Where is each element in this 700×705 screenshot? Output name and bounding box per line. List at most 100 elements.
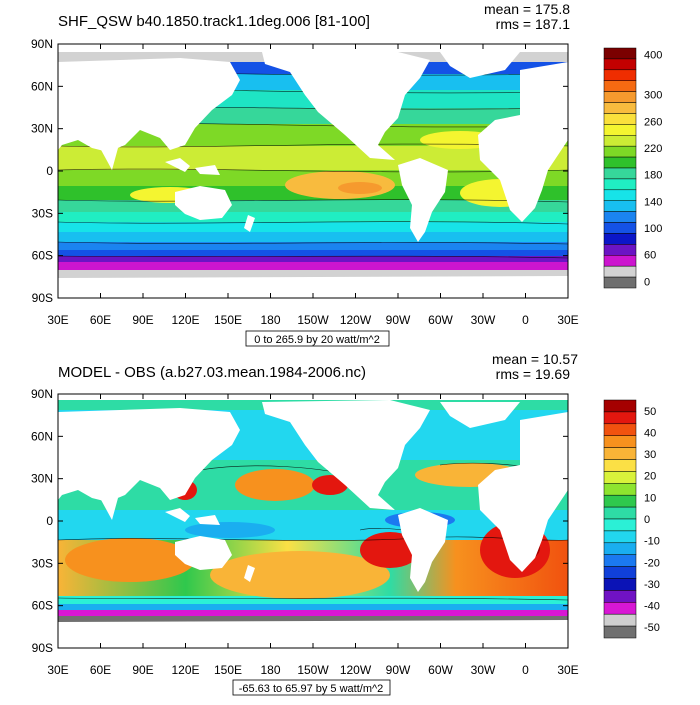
bottom-colorbar-label: 20 xyxy=(644,471,656,483)
top-colorbar-box xyxy=(603,135,637,147)
top-colorbar-box xyxy=(603,200,637,212)
bottom-contour-info: -65.63 to 65.97 by 5 watt/m^2 xyxy=(239,683,384,695)
bottom-x-tick-label: 30E xyxy=(557,663,578,677)
top-map-field xyxy=(58,44,568,298)
top-contour-info: 0 to 265.9 by 20 watt/m^2 xyxy=(254,334,380,346)
bottom-y-tick-label: 0 xyxy=(46,514,53,528)
top-panel: SHF_QSW b40.1850.track1.1deg.006 [81-100… xyxy=(31,1,662,347)
top-colorbar-box xyxy=(603,167,637,180)
bottom-y-tick-label: 30S xyxy=(32,556,53,570)
bottom-colorbar-label: 50 xyxy=(644,406,656,418)
bottom-colorbar-box xyxy=(603,494,637,508)
top-x-tick-label: 150E xyxy=(214,313,242,327)
top-colorbar-box xyxy=(603,222,637,234)
bottom-y-tick-label: 60S xyxy=(32,599,53,613)
top-axes: 30E 60E 90E 120E 150E 180 150W 120W 90W 60W 30W 0 30… xyxy=(31,37,579,327)
bottom-x-tick-label: 120E xyxy=(171,663,199,677)
bottom-axes: 30E 60E 90E 120E 150E 180 150W 120W 90W 60W 30W 0 30… xyxy=(31,387,579,677)
bottom-x-tick-label: 90W xyxy=(386,663,411,677)
bottom-x-tick-label: 60W xyxy=(428,663,453,677)
bottom-colorbar-box xyxy=(603,542,637,555)
top-x-tick-label: 30E xyxy=(47,313,68,327)
top-x-tick-label: 30W xyxy=(471,313,496,327)
top-colorbar-label: 300 xyxy=(644,90,662,102)
top-x-tick-label: 150W xyxy=(297,313,329,327)
bottom-x-tick-label: 150E xyxy=(214,663,242,677)
top-colorbar-box xyxy=(603,178,637,191)
top-title: SHF_QSW b40.1850.track1.1deg.006 [81-100… xyxy=(58,13,370,30)
top-colorbar-box xyxy=(603,47,637,60)
top-colorbar: 400 300 260 220 180 140 100 60 0 xyxy=(603,47,662,288)
bottom-y-tick-label: 60N xyxy=(31,429,53,443)
bottom-panel: MODEL - OBS (a.b27.03.mean.1984-2006.nc)… xyxy=(31,351,660,696)
top-colorbar-label: 220 xyxy=(644,143,662,155)
bottom-x-tick-label: 180 xyxy=(260,663,280,677)
top-y-tick-label: 30S xyxy=(32,206,53,220)
top-rms-label: rms = 187.1 xyxy=(496,16,571,32)
top-colorbar-box xyxy=(603,113,637,125)
top-x-tick-label: 0 xyxy=(522,313,529,327)
bottom-colorbar-box xyxy=(603,530,637,544)
top-colorbar-box xyxy=(603,255,637,267)
bottom-colorbar-label: -30 xyxy=(644,579,660,591)
bottom-colorbar-box xyxy=(603,613,637,627)
bottom-colorbar-box xyxy=(603,506,637,520)
top-y-tick-label: 60S xyxy=(32,249,53,263)
top-mean-label: mean = 175.8 xyxy=(484,1,570,17)
bottom-colorbar-box xyxy=(603,411,637,425)
bottom-title: MODEL - OBS (a.b27.03.mean.1984-2006.nc) xyxy=(58,364,366,381)
top-y-tick-label: 90N xyxy=(31,37,53,51)
top-colorbar-box xyxy=(603,80,637,92)
top-colorbar-box xyxy=(603,156,637,169)
top-x-tick-label: 30E xyxy=(557,313,578,327)
top-colorbar-box xyxy=(603,69,637,81)
top-colorbar-box xyxy=(603,189,637,201)
bottom-y-tick-label: 90N xyxy=(31,387,53,401)
bottom-colorbar-box xyxy=(603,399,637,413)
top-colorbar-label: 180 xyxy=(644,170,662,182)
bottom-colorbar-box xyxy=(603,447,637,460)
top-x-tick-label: 90E xyxy=(132,313,153,327)
top-x-tick-label: 120E xyxy=(171,313,199,327)
bottom-colorbar-box xyxy=(603,590,637,603)
bottom-info-box xyxy=(232,679,391,696)
bottom-colorbar-label: -50 xyxy=(644,622,660,634)
bottom-y-tick-label: 30N xyxy=(31,472,53,486)
bottom-colorbar-label: -20 xyxy=(644,557,660,569)
top-y-tick-label: 0 xyxy=(46,164,53,178)
top-colorbar-label: 60 xyxy=(644,250,656,262)
top-colorbar-box xyxy=(603,265,637,278)
top-colorbar-box xyxy=(603,91,637,103)
top-colorbar-label: 400 xyxy=(644,50,662,62)
bottom-rms-label: rms = 19.69 xyxy=(496,366,571,382)
bottom-colorbar-label: 40 xyxy=(644,427,656,439)
bottom-colorbar: 50 40 30 20 10 0 -10 -20 -30 -40 -50 xyxy=(603,399,660,639)
top-colorbar-box xyxy=(603,124,637,136)
bottom-colorbar-label: 0 xyxy=(644,514,650,526)
bottom-colorbar-box xyxy=(603,554,637,567)
bottom-colorbar-label: -40 xyxy=(644,601,660,613)
bottom-colorbar-box xyxy=(603,459,637,472)
top-y-tick-label: 60N xyxy=(31,79,53,93)
bottom-colorbar-box xyxy=(603,423,637,436)
bottom-colorbar-box xyxy=(603,566,637,579)
bottom-colorbar-label: 30 xyxy=(644,449,656,461)
bottom-x-tick-label: 30W xyxy=(471,663,496,677)
bottom-colorbar-box xyxy=(603,578,637,591)
top-x-tick-label: 180 xyxy=(260,313,280,327)
bottom-colorbar-box xyxy=(603,518,637,532)
top-colorbar-box xyxy=(603,145,637,158)
top-colorbar-box xyxy=(603,211,637,223)
bottom-colorbar-box xyxy=(603,435,637,448)
top-colorbar-label: 260 xyxy=(644,116,662,128)
top-colorbar-box xyxy=(603,233,637,245)
bottom-x-tick-label: 0 xyxy=(522,663,529,677)
top-x-tick-label: 120W xyxy=(340,313,372,327)
top-y-tick-label: 90S xyxy=(32,291,53,305)
bottom-x-tick-label: 150W xyxy=(297,663,329,677)
bottom-x-tick-label: 90E xyxy=(132,663,153,677)
bottom-colorbar-label: 10 xyxy=(644,492,656,504)
bottom-colorbar-label: -10 xyxy=(644,536,660,548)
bottom-y-tick-label: 90S xyxy=(32,641,53,655)
bottom-colorbar-box xyxy=(603,483,637,496)
